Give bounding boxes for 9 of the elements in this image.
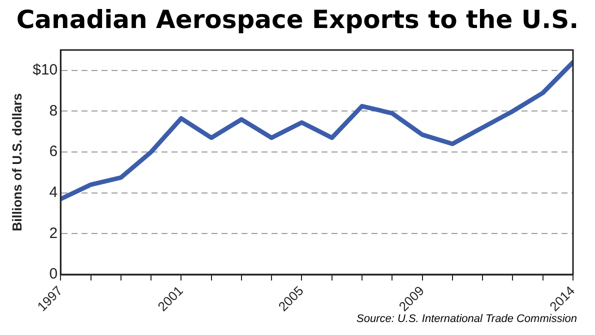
- y-tick-label: 2: [49, 224, 58, 242]
- y-axis-title: Billions of U.S. dollars: [9, 93, 24, 232]
- chart-title: Canadian Aerospace Exports to the U.S.: [15, 4, 580, 36]
- source-note: Source: U.S. International Trade Commission: [356, 313, 577, 325]
- y-tick-label: $10: [32, 62, 58, 79]
- y-tick-label: 4: [49, 184, 58, 202]
- y-tick-label: 8: [49, 102, 58, 120]
- y-tick-label: 0: [49, 266, 58, 283]
- y-tick-label: 6: [49, 143, 58, 160]
